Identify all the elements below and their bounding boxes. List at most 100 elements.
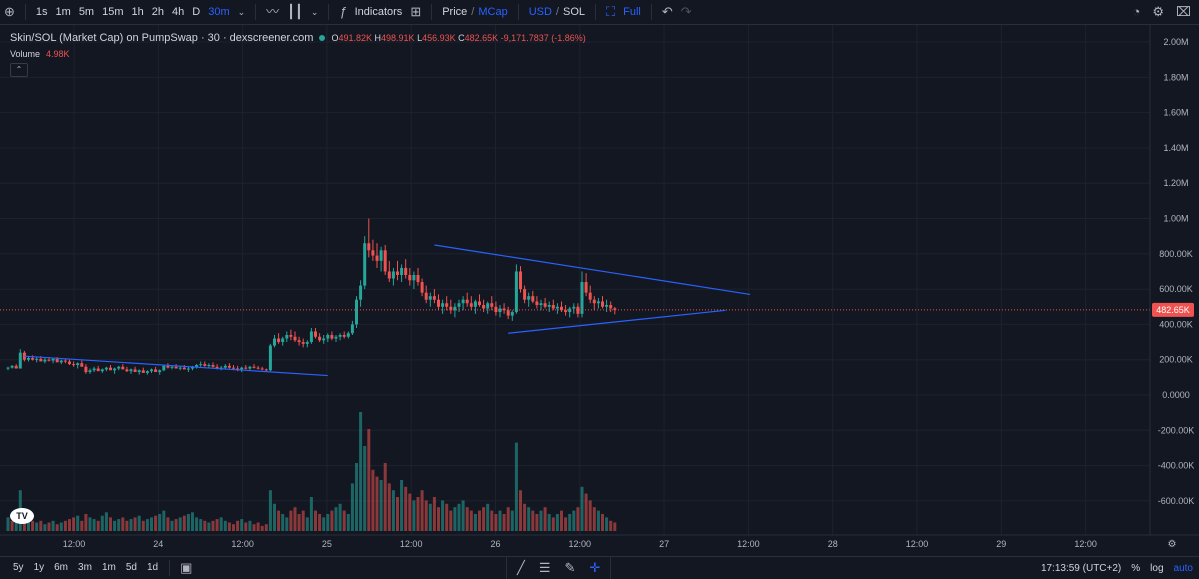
brush-tool-icon[interactable]: ✎ (564, 560, 576, 575)
range-6m[interactable]: 6m (54, 562, 69, 573)
volume-bar (92, 519, 96, 531)
candle-body (145, 371, 149, 373)
volume-bar (76, 515, 80, 531)
volume-bar (68, 519, 71, 531)
candle-body (256, 367, 260, 369)
candle-body (203, 364, 207, 366)
volume-bar (326, 514, 330, 531)
ohlc-values: O491.82K H498.91K L456.93K C482.65K -9,1… (331, 33, 586, 43)
volume-bar (478, 510, 481, 531)
fx-icon[interactable]: ƒ (339, 4, 347, 19)
undo-icon[interactable]: ↶ (661, 4, 673, 19)
candle-body (560, 306, 563, 311)
full-button[interactable]: Full (623, 6, 641, 18)
symbol-title[interactable]: Skin/SOL (Market Cap) on PumpSwap · 30 ·… (10, 32, 314, 44)
candle-body (264, 369, 268, 371)
interval-4h[interactable]: 4h (172, 6, 185, 18)
candle-body (31, 357, 35, 360)
candle-body (584, 282, 588, 293)
interval-d[interactable]: D (192, 6, 201, 18)
camera-icon[interactable]: ⌧ (1176, 4, 1191, 19)
chevron-down-icon[interactable]: ⌄ (310, 7, 319, 17)
chevron-down-icon[interactable]: ⌄ (237, 7, 246, 17)
price-chart[interactable]: 2.00M 1.80M 1.60M 1.40M 1.20M 1.00M 800.00K 600… (0, 25, 1199, 556)
volume-bar (502, 514, 506, 531)
clock-time[interactable]: 17:13:59 (UTC+2) (1040, 562, 1122, 574)
mcap-toggle[interactable]: MCap (478, 6, 508, 18)
trend-line-tool-icon[interactable]: ╱ (517, 560, 525, 575)
interval-1h[interactable]: 1h (131, 6, 144, 18)
volume-bar (322, 517, 326, 531)
gear-icon[interactable]: ⚙ (1152, 4, 1165, 19)
drawing-tools: ╱ ☰ ✎ ✛ (506, 557, 612, 579)
y-tick-label: 1.80M (1163, 72, 1188, 82)
candle-body (490, 303, 494, 307)
volume-bar (162, 510, 166, 531)
layout-grid-icon[interactable]: ⊞ (410, 4, 422, 19)
plus-circle-icon[interactable]: ⊕ (4, 4, 15, 19)
time-axis[interactable]: 12:00 24 12:00 25 12:00 26 12:00 27 12:00 28 12:00… (0, 534, 1199, 550)
volume-bar (576, 507, 580, 531)
trendlines[interactable] (24, 244, 751, 377)
volume-bar (391, 490, 395, 531)
volume-bar (186, 514, 190, 531)
y-tick-label: 600.00K (1159, 284, 1193, 294)
volume-bar (338, 503, 342, 531)
candle-body (428, 296, 432, 300)
usd-toggle[interactable]: USD (528, 6, 552, 18)
chart-legend: Skin/SOL (Market Cap) on PumpSwap · 30 ·… (10, 30, 586, 78)
fib-tool-icon[interactable]: ☰ (538, 560, 551, 575)
grid-lines (0, 25, 1150, 535)
price-axis[interactable]: 2.00M 1.80M 1.60M 1.40M 1.20M 1.00M 800.00K 600… (1149, 25, 1194, 535)
candle-body (551, 305, 555, 309)
interval-5m[interactable]: 5m (78, 6, 95, 18)
line-chart-icon[interactable]: 〰 (266, 4, 280, 19)
volume-bar (277, 510, 281, 531)
price-toggle[interactable]: Price (442, 6, 468, 18)
volume-bar (211, 520, 215, 531)
candle-body (449, 306, 453, 311)
collapse-legend-button[interactable]: ⌃ (10, 63, 28, 77)
log-toggle[interactable]: log (1150, 562, 1164, 574)
crosshair-tool-icon[interactable]: ✛ (589, 560, 601, 575)
candle-body (371, 250, 375, 256)
range-1m[interactable]: 1m (101, 562, 116, 573)
interval-15m[interactable]: 15m (102, 6, 124, 18)
interval-1m[interactable]: 1m (55, 6, 71, 18)
candle-body (453, 306, 457, 311)
volume-bar (490, 510, 494, 531)
candle-body (379, 250, 383, 261)
candles-icon[interactable]: ┃┃ (287, 4, 303, 19)
candle-body (564, 310, 568, 313)
candle-body (215, 366, 219, 369)
volume-bar (252, 524, 256, 531)
volume-bar (47, 522, 51, 531)
fullscreen-icon[interactable]: ⛶ (606, 4, 616, 19)
interval-1s[interactable]: 1s (35, 6, 48, 18)
range-1d[interactable]: 1d (146, 562, 159, 573)
candle-body (309, 331, 313, 343)
candle-body (543, 303, 547, 307)
range-1y[interactable]: 1y (33, 562, 45, 573)
volume-bar (510, 510, 514, 531)
candle-body (76, 363, 80, 365)
screenshot-icon[interactable]: ◔ (1132, 4, 1141, 19)
candle-body (404, 267, 408, 275)
range-5d[interactable]: 5d (125, 562, 137, 573)
candle-body (555, 306, 559, 309)
auto-toggle[interactable]: auto (1173, 562, 1193, 574)
redo-icon[interactable]: ↷ (680, 4, 692, 19)
candle-body (121, 366, 125, 370)
range-3m[interactable]: 3m (78, 562, 92, 573)
percent-toggle[interactable]: % (1131, 562, 1141, 574)
volume-bar (191, 512, 194, 531)
interval-2h[interactable]: 2h (151, 6, 164, 18)
interval-30m[interactable]: 30m (208, 6, 230, 18)
volume-bar (527, 507, 531, 531)
sol-toggle[interactable]: SOL (562, 6, 585, 18)
range-5y[interactable]: 5y (13, 562, 24, 573)
candle-body (519, 271, 522, 290)
indicators-button[interactable]: Indicators (354, 6, 403, 18)
calendar-range-icon[interactable]: ▣ (180, 560, 193, 575)
candle-body (355, 299, 358, 325)
